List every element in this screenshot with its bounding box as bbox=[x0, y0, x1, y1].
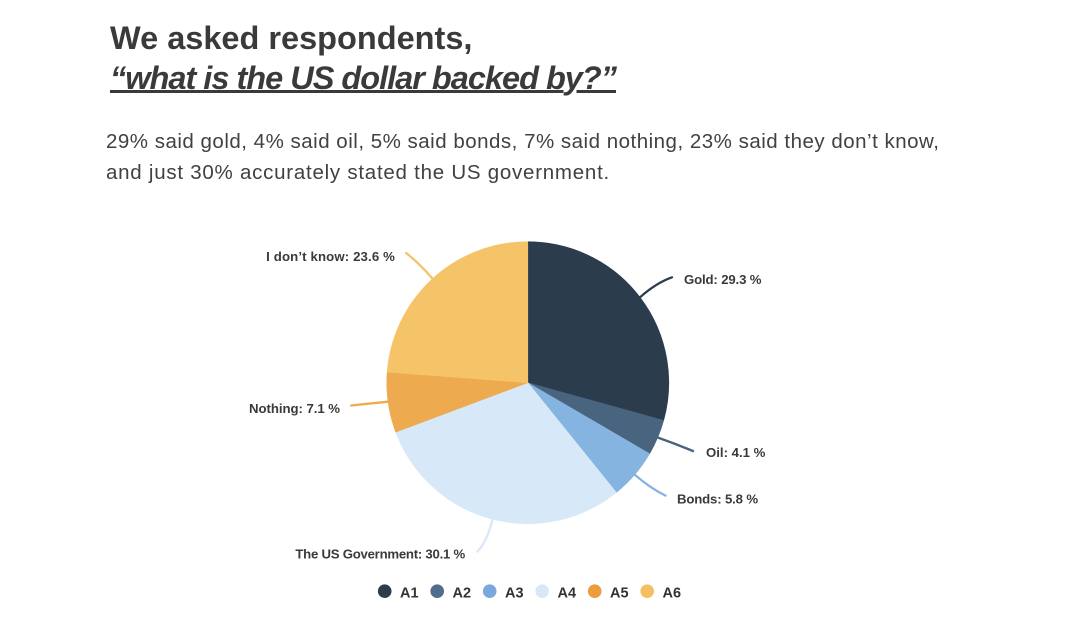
svg-text:Oil: 4.1 %: Oil: 4.1 % bbox=[706, 445, 766, 460]
svg-text:The US Government: 30.1 %: The US Government: 30.1 % bbox=[295, 546, 465, 561]
svg-text:Bonds: 5.8 %: Bonds: 5.8 % bbox=[677, 491, 758, 506]
svg-text:A5: A5 bbox=[610, 585, 629, 601]
svg-text:I don’t know: 23.6 %: I don’t know: 23.6 % bbox=[266, 249, 395, 264]
svg-text:A4: A4 bbox=[558, 585, 577, 601]
svg-text:Nothing: 7.1 %: Nothing: 7.1 % bbox=[249, 401, 340, 416]
svg-text:A2: A2 bbox=[453, 585, 472, 601]
svg-text:A1: A1 bbox=[400, 585, 419, 601]
svg-text:A3: A3 bbox=[505, 585, 524, 601]
svg-text:Gold: 29.3 %: Gold: 29.3 % bbox=[684, 272, 762, 287]
svg-text:A6: A6 bbox=[663, 585, 682, 601]
